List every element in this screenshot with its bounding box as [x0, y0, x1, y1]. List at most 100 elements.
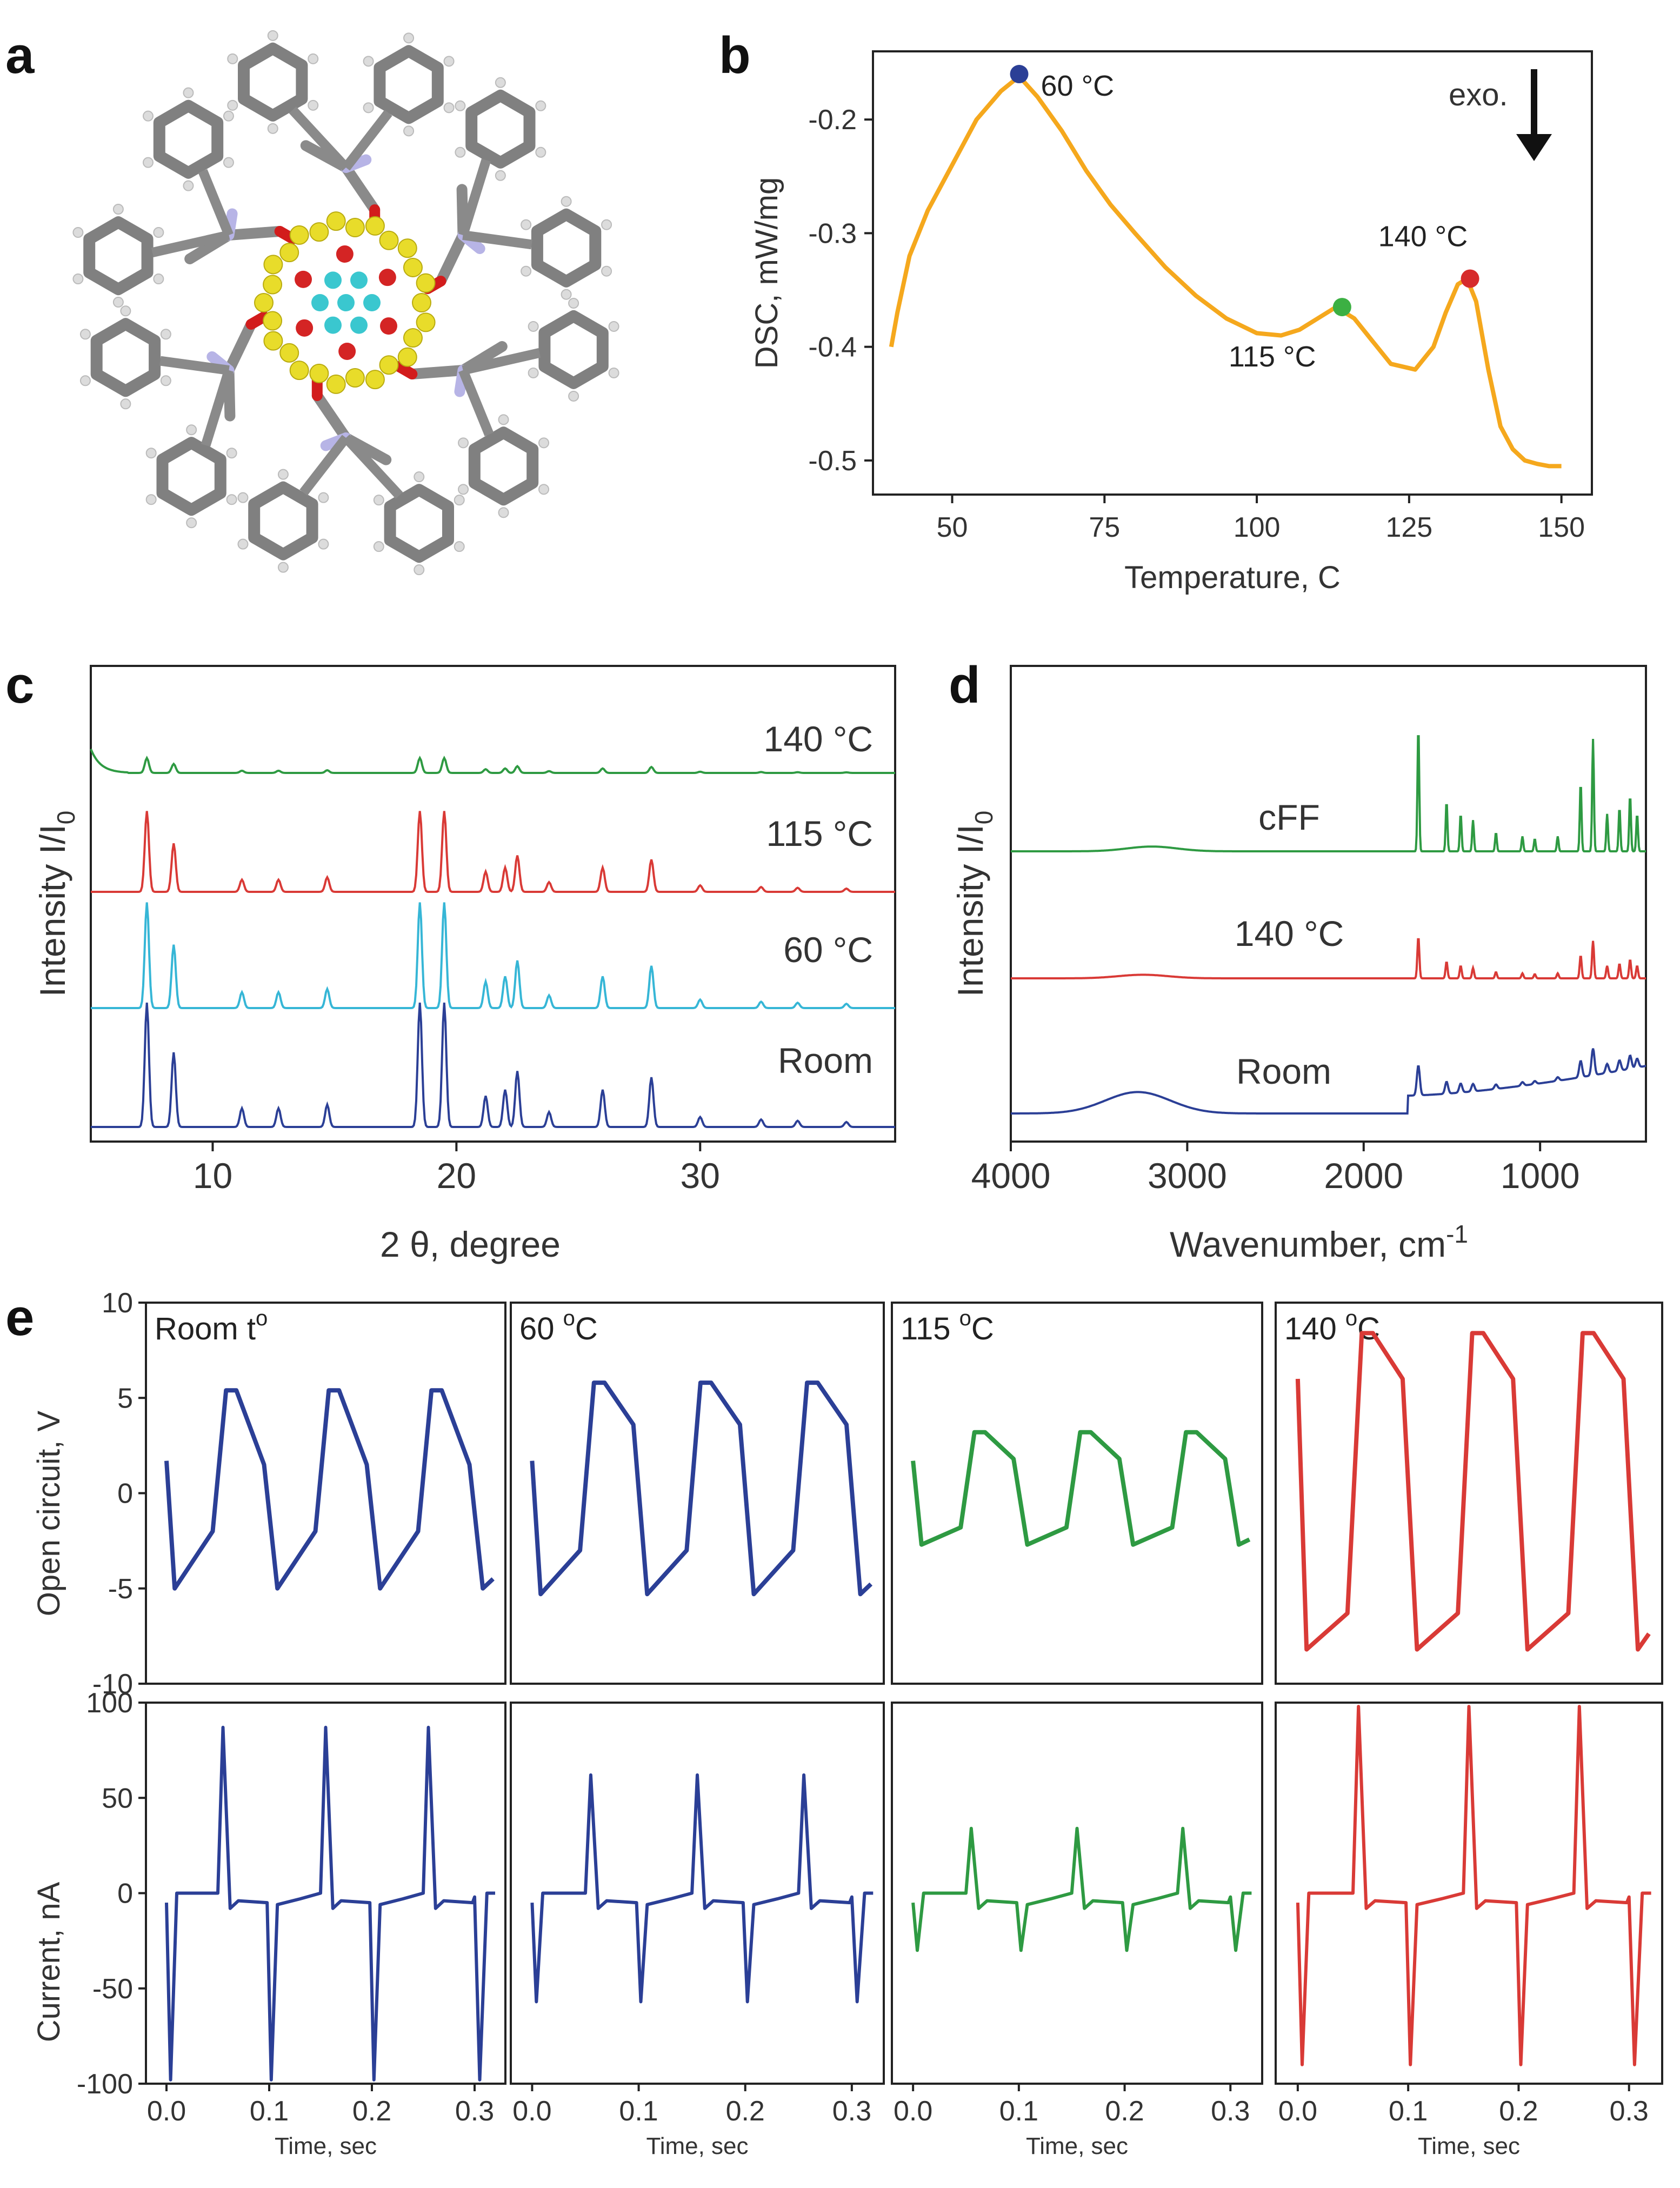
hydrogen-atom — [498, 414, 509, 425]
sulfur-atom — [412, 293, 431, 312]
hydrogen-atom — [153, 274, 164, 285]
xrd-series-line — [91, 811, 895, 893]
sulfur-atom — [279, 243, 299, 263]
side-chain-bond — [458, 158, 491, 237]
water-atom — [324, 316, 342, 334]
time-x-axis-label: Time, sec — [1418, 2133, 1520, 2159]
xrd-x-tick-label: 30 — [681, 1156, 720, 1196]
phenyl-ring — [374, 45, 444, 124]
dsc-y-tick-label: -0.2 — [808, 104, 857, 136]
hydrogen-atom — [237, 492, 249, 503]
carbonyl-oxygen — [245, 311, 270, 330]
hydrogen-atom — [403, 32, 415, 44]
hydrogen-atom — [183, 87, 194, 98]
open-circuit-y-tick-label: 0 — [117, 1478, 133, 1510]
hydrogen-atom — [226, 494, 237, 505]
oxygen-atom — [379, 317, 397, 335]
hydrogen-atom — [318, 538, 329, 550]
side-chain-bond — [458, 368, 494, 437]
hydrogen-atom — [160, 329, 171, 340]
open-circuit-plot-frame — [145, 1302, 506, 1685]
hydrogen-atom — [145, 494, 157, 505]
hydrogen-atom — [498, 507, 509, 518]
xrd-chart: 2 θ, degree Intensity I/I0 10 20 30 Room 60 … — [32, 665, 896, 1264]
xrd-series-label: 60 °C — [783, 930, 873, 970]
hydrogen-atom — [183, 180, 194, 191]
time-x-tick-label: 0.0 — [512, 2096, 551, 2127]
hydrogen-atom — [308, 53, 319, 64]
hydrogen-atom — [318, 492, 329, 503]
side-chain-bond — [151, 230, 230, 257]
open-circuit-y-tick-label: 10 — [102, 1288, 133, 1319]
ftir-plot-frame — [1010, 665, 1647, 1143]
carbonyl-oxygen — [394, 361, 418, 380]
time-x-tick-label: 0.3 — [832, 2096, 871, 2127]
phenyl-ring — [248, 481, 318, 561]
water-atom — [311, 294, 329, 311]
open-circuit-plot-frame — [1275, 1302, 1663, 1685]
dsc-x-tick-label: 75 — [1089, 512, 1120, 543]
dsc-peak-label: 140 °C — [1378, 221, 1468, 253]
ftir-series-label: 140 °C — [1235, 913, 1344, 953]
current-line — [530, 1773, 874, 2004]
hydrogen-atom — [226, 448, 237, 459]
hydrogen-atom — [79, 375, 91, 386]
hydrogen-atom — [458, 437, 469, 449]
phenyl-ring — [153, 99, 224, 179]
current-plot-frame — [891, 1702, 1263, 2085]
time-x-tick-label: 0.1 — [1389, 2096, 1428, 2127]
hydrogen-atom — [112, 204, 124, 215]
phenyl-ring — [90, 318, 161, 397]
hydrogen-atom — [443, 102, 455, 114]
dsc-plot-frame — [872, 50, 1593, 496]
hydrogen-atom — [521, 219, 532, 230]
hydrogen-atom — [223, 157, 234, 168]
time-x-tick-label: 0.1 — [999, 2096, 1038, 2127]
hydrogen-atom — [277, 469, 289, 480]
hydrogen-atom — [454, 541, 465, 552]
hydrogen-atom — [227, 53, 238, 64]
current-y-tick-label: -100 — [77, 2069, 133, 2100]
hydrogen-atom — [373, 541, 384, 552]
hydrogen-atom — [528, 367, 539, 378]
sulfur-atom — [326, 211, 346, 231]
phenyl-ring — [156, 437, 226, 516]
hydrogen-atom — [237, 538, 249, 550]
panel-label-a: a — [5, 26, 35, 84]
xrd-series-line — [91, 1002, 895, 1128]
sulfur-atom — [254, 293, 274, 312]
dsc-y-axis-label: DSC, mW/mg — [749, 177, 784, 369]
time-x-axis-label: Time, sec — [646, 2133, 748, 2159]
dsc-y-tick-label: -0.4 — [808, 332, 857, 363]
hydrogen-atom — [72, 227, 84, 238]
oxygen-atom — [295, 270, 312, 288]
sulfur-atom — [309, 363, 329, 383]
open-circuit-line — [1295, 1331, 1651, 1652]
hydrogen-atom — [79, 329, 91, 340]
ftir-x-tick-label: 2000 — [1324, 1156, 1403, 1196]
time-x-tick-label: 0.2 — [726, 2096, 765, 2127]
dsc-peak-marker — [1461, 269, 1479, 288]
hydrogen-atom — [538, 484, 550, 495]
sulfur-atom — [289, 225, 309, 245]
hydrogen-atom — [120, 398, 131, 410]
hydrogen-atom — [186, 517, 197, 529]
panel-label-d: d — [949, 656, 981, 714]
current-y-axis-label: Current, nA — [31, 1882, 66, 2042]
peptide-unit — [394, 297, 619, 518]
hydrogen-atom — [528, 321, 539, 332]
xrd-series-label: 140 °C — [763, 719, 873, 759]
hydrogen-atom — [458, 484, 469, 495]
ftir-chart: Wavenumber, cm-1 Intensity I/I0 4000 3000… — [950, 665, 1647, 1264]
oxygen-atom — [378, 269, 396, 286]
side-chain-bond — [342, 434, 403, 499]
dsc-peak-marker — [1332, 298, 1351, 317]
hydrogen-atom — [373, 495, 384, 506]
phenyl-ring — [468, 426, 539, 506]
hydrogen-atom — [414, 564, 425, 576]
hydrogen-atom — [363, 102, 374, 114]
ftir-x-tick-label: 1000 — [1501, 1156, 1580, 1196]
sulfur-atom — [403, 328, 423, 348]
hydrogen-atom — [561, 289, 572, 300]
dsc-y-tick-label: -0.5 — [808, 445, 857, 477]
